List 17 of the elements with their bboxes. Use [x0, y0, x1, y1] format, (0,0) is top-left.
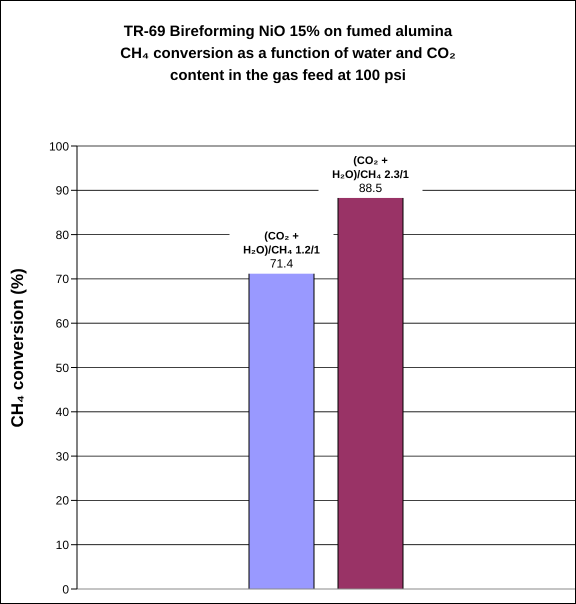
y-tick-label: 90	[56, 184, 70, 198]
series-label: (CO₂ + H₂O)/CH₄ 1.2/1	[243, 230, 320, 257]
data-label: 88.5	[358, 180, 382, 195]
data-label: 71.4	[270, 256, 294, 271]
y-tick-label: 0	[62, 582, 70, 596]
y-tick-label: 20	[56, 494, 70, 508]
y-tick-label: 10	[56, 538, 70, 552]
y-axis-title: CH₄ conversion (%)	[8, 268, 28, 428]
y-tick-label: 100	[48, 139, 70, 154]
y-tick-label: 30	[56, 449, 70, 464]
chart-title: TR-69 Bireforming NiO 15% on fumed alumina CH₄ conversion as a function of water and CO₂ content in the gas feed at 100 psi	[119, 22, 457, 86]
y-tick-label: 80	[56, 228, 70, 242]
y-tick-label: 60	[56, 316, 70, 330]
series-label: (CO₂ + H₂O)/CH₄ 2.3/1	[332, 154, 409, 181]
y-tick-label: 40	[56, 405, 70, 420]
y-tick-label: 50	[56, 360, 70, 375]
y-tick-label: 70	[56, 272, 70, 286]
